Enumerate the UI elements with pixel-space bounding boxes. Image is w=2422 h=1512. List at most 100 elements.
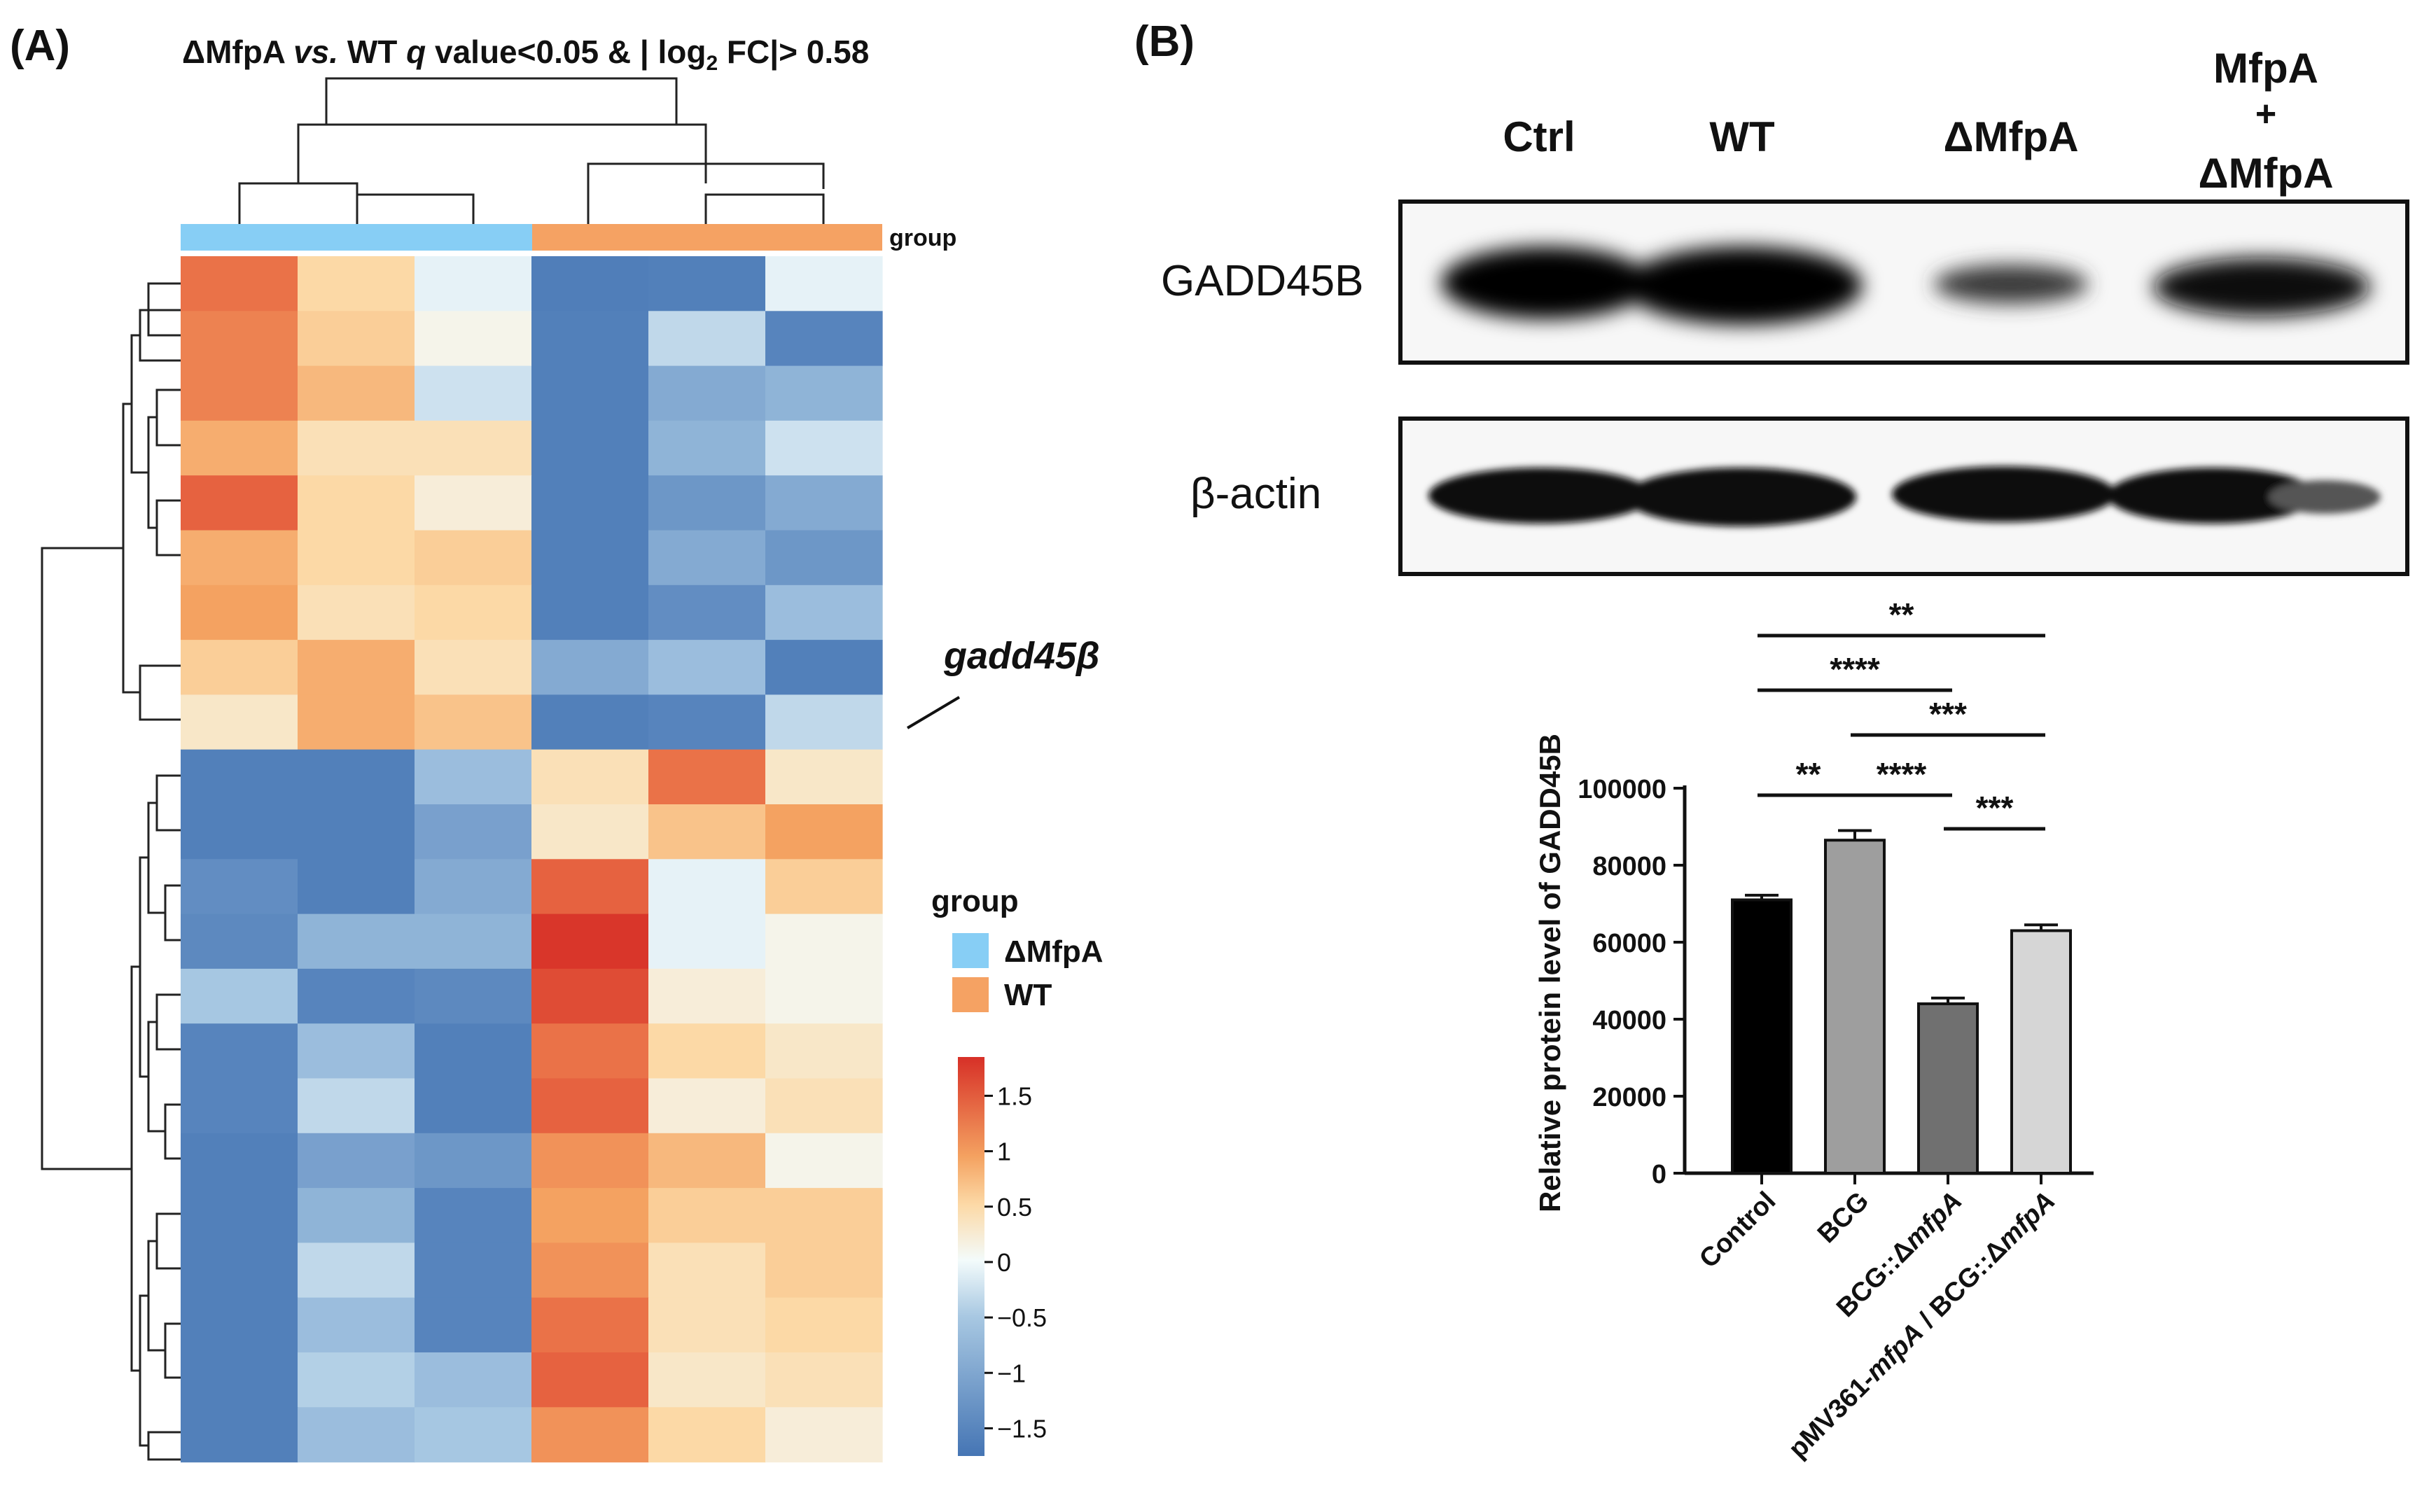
bar (2010, 929, 2072, 1175)
heatmap-cell (648, 913, 766, 969)
significance-label: **** (1877, 756, 1927, 792)
heatmap-cell (298, 749, 415, 805)
heatmap-cell (181, 804, 298, 860)
heatmap-cell (531, 859, 649, 915)
y-axis-label: Relative protein level of GADD45B (1533, 734, 1566, 1212)
heatmap-cell (531, 475, 649, 531)
bar (1917, 1002, 1979, 1175)
heatmap-cell (415, 1133, 532, 1189)
heatmap-cell (531, 311, 649, 367)
error-bar (1931, 996, 1965, 1004)
heatmap-cell (765, 1242, 883, 1298)
heatmap-cell (298, 256, 415, 312)
heatmap-cell (531, 1023, 649, 1079)
heatmap-cell (181, 1023, 298, 1079)
heatmap-cell (765, 1188, 883, 1243)
heatmap-cell (648, 749, 766, 805)
heatmap-cell (415, 640, 532, 695)
colorbar-ticks: 1.5 1 0.5 0 −0.5 −1 −1.5 (984, 1082, 1047, 1443)
heatmap-cell (415, 968, 532, 1024)
heatmap-cell (531, 640, 649, 695)
heatmap-cell (298, 420, 415, 476)
heatmap-cell (648, 365, 766, 421)
row-dendrogram (41, 282, 181, 1461)
heatmap-cell (765, 365, 883, 421)
heatmap-cell (531, 694, 649, 750)
heatmap-cell (531, 530, 649, 586)
heatmap-cell (181, 1407, 298, 1463)
blot-label-actin: β-actin (1190, 470, 1321, 518)
heatmap-cell (298, 968, 415, 1024)
heatmap-cell (415, 1352, 532, 1408)
heatmap-cell (765, 475, 883, 531)
heatmap-cell (298, 365, 415, 421)
heatmap-title: ΔMfpA vs. WT q value<0.05 & | log2 FC|> … (182, 34, 869, 75)
heatmap-cell (765, 256, 883, 312)
colorbar-tick-label: 1 (997, 1138, 1011, 1166)
heatmap-cell (531, 749, 649, 805)
heatmap-cell (531, 1242, 649, 1298)
significance-label: *** (1929, 696, 1967, 732)
heatmap-cell (765, 968, 883, 1024)
significance-label: **** (1830, 651, 1880, 687)
heatmap-cell (765, 1352, 883, 1408)
heatmap-cell (765, 913, 883, 969)
heatmap-cell (648, 1078, 766, 1134)
group-bar-wt (532, 224, 882, 251)
heatmap-cell (181, 530, 298, 586)
heatmap-cell (648, 475, 766, 531)
heatmap-cell (181, 256, 298, 312)
heatmap-cell (765, 530, 883, 586)
y-tick-label: 0 (1652, 1160, 1666, 1189)
heatmap-cell (298, 1352, 415, 1408)
heatmap-cell (298, 530, 415, 586)
heatmap-cell (181, 859, 298, 915)
heatmap-cell (181, 968, 298, 1024)
blot-label-gadd45b: GADD45B (1161, 257, 1363, 305)
heatmap-cell (531, 804, 649, 860)
heatmap-cell (415, 1078, 532, 1134)
heatmap-cell (765, 1297, 883, 1353)
heatmap-cell (648, 859, 766, 915)
heatmap-cell (765, 804, 883, 860)
heatmap-cell (531, 1188, 649, 1243)
heatmap-cell (415, 584, 532, 640)
heatmap-cell (298, 1297, 415, 1353)
heatmap-cell (648, 256, 766, 312)
heatmap-cell (765, 1023, 883, 1079)
heatmap-cell (648, 1133, 766, 1189)
y-tick-label: 40000 (1592, 1006, 1666, 1035)
colorbar-tick-label: 1.5 (997, 1082, 1032, 1110)
heatmap-cell (415, 859, 532, 915)
group-bar-label: group (889, 225, 956, 251)
heatmap-cell (531, 420, 649, 476)
colorbar-tick-label: −1.5 (997, 1414, 1047, 1443)
heatmap-cell (531, 1352, 649, 1408)
heatmap-cell (181, 365, 298, 421)
significance-label: ** (1889, 596, 1914, 633)
significance-label: ** (1796, 756, 1821, 792)
heatmap-cell (415, 913, 532, 969)
heatmap-cell (181, 1297, 298, 1353)
heatmap-cell (298, 913, 415, 969)
colorbar-tick-label: −1 (997, 1359, 1026, 1387)
legend-title: group (931, 884, 1019, 918)
y-tick-label: 100000 (1578, 775, 1666, 804)
heatmap-cell (181, 694, 298, 750)
heatmap-cell (298, 804, 415, 860)
heatmap-cell (531, 968, 649, 1024)
heatmap-cell (531, 913, 649, 969)
heatmap-cell (648, 1188, 766, 1243)
heatmap-cell (298, 1407, 415, 1463)
heatmap-cell (648, 1352, 766, 1408)
y-tick-label: 80000 (1592, 852, 1666, 881)
x-tick-label: BCG (1812, 1186, 1874, 1249)
bar-chart: 0 20000 40000 60000 80000 100000 Relative prot… (1533, 596, 2094, 1464)
group-bar-dmfpa (181, 224, 532, 251)
blot-actin-bands (1428, 466, 2381, 526)
heatmap-cell (765, 1407, 883, 1463)
heatmap-cell (648, 640, 766, 695)
heatmap-cell (181, 1242, 298, 1298)
heatmap-cell (181, 913, 298, 969)
significance-label: *** (1976, 790, 2014, 826)
